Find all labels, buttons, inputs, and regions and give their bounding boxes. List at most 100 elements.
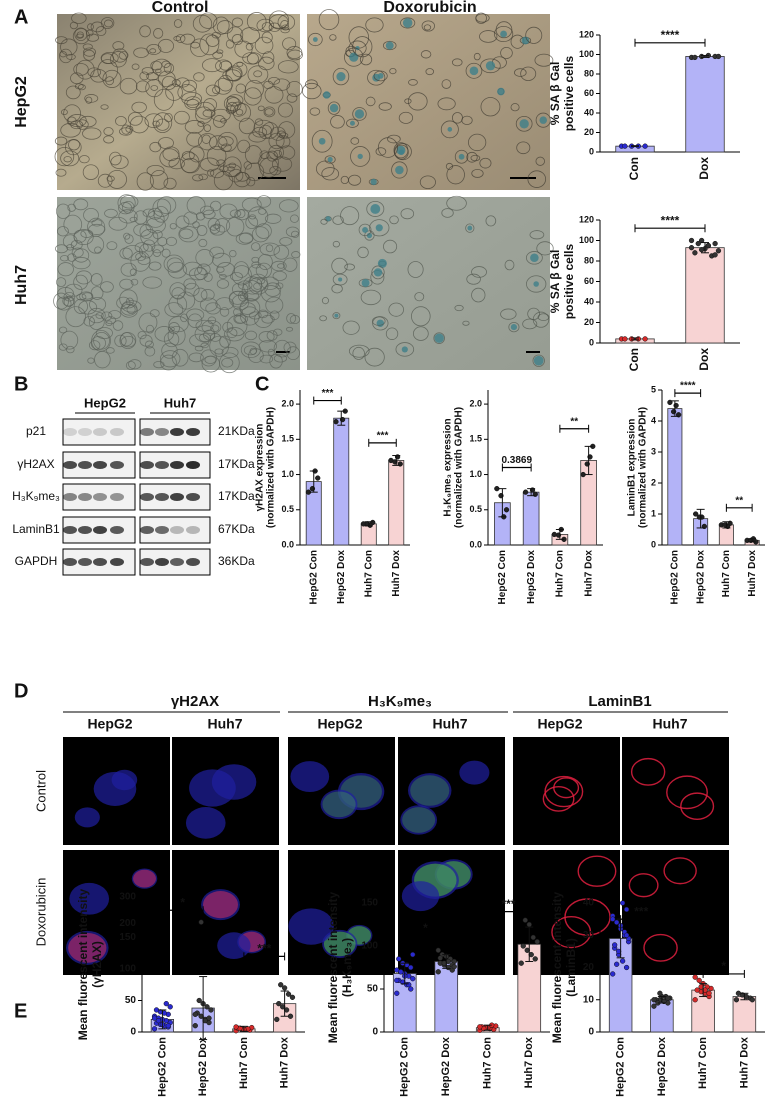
cell <box>178 226 199 243</box>
stain <box>467 225 473 231</box>
cell <box>212 16 230 35</box>
band <box>63 558 77 566</box>
cell <box>90 21 105 33</box>
y-axis-label: Mean fluorescent intensity <box>326 891 340 1043</box>
cell <box>192 221 200 228</box>
cell <box>200 349 218 367</box>
cell <box>135 80 150 93</box>
significance-label: *** <box>634 904 648 918</box>
cell <box>210 200 222 212</box>
significance-label: *** <box>257 942 271 956</box>
y-tick-label: 120 <box>579 214 594 224</box>
data-point <box>165 1023 171 1029</box>
band <box>93 493 107 501</box>
cell <box>234 40 253 58</box>
cell <box>508 321 520 333</box>
cell <box>232 103 252 122</box>
cell <box>383 239 398 254</box>
cell <box>95 26 107 37</box>
data-point <box>394 977 400 984</box>
cell <box>308 32 323 47</box>
cell <box>411 306 431 327</box>
signal <box>323 931 356 957</box>
cell <box>200 289 215 301</box>
data-point <box>651 1003 657 1009</box>
cell <box>60 330 79 350</box>
data-point <box>396 956 402 962</box>
cell <box>200 205 215 216</box>
cell <box>145 217 166 234</box>
y-tick-label: 0.5 <box>469 504 482 514</box>
cell <box>168 316 189 333</box>
cell <box>446 165 465 185</box>
bar <box>667 408 683 546</box>
stain <box>376 319 385 328</box>
data-point <box>503 507 510 513</box>
y-axis-label: LaminB1 expression <box>627 419 638 517</box>
cell <box>110 51 127 68</box>
nucleus <box>401 881 440 912</box>
cell <box>213 115 226 128</box>
y-tick-label: 20 <box>583 962 595 973</box>
cell <box>149 48 157 54</box>
data-point <box>410 951 416 958</box>
cell <box>150 85 159 91</box>
panel-label: B <box>14 373 28 395</box>
cell <box>525 26 543 44</box>
nucleus <box>217 932 251 960</box>
data-point <box>614 961 620 967</box>
x-tick-label: HepG2 Dox <box>695 550 706 604</box>
cell <box>66 345 75 354</box>
cell <box>97 173 113 188</box>
cell <box>241 197 262 212</box>
significance-label: ** <box>570 416 578 427</box>
cell <box>277 102 293 118</box>
data-point <box>628 336 635 342</box>
cell <box>229 249 237 258</box>
stain <box>434 333 444 343</box>
cell <box>107 169 127 189</box>
bar <box>388 460 405 546</box>
nucleus <box>111 769 138 791</box>
band <box>93 428 107 436</box>
y-tick-label: 3 <box>651 446 656 456</box>
cell <box>378 102 392 111</box>
cell <box>286 313 297 324</box>
stain <box>395 165 404 175</box>
cell <box>265 296 284 314</box>
stain <box>362 226 369 233</box>
cell <box>209 224 226 236</box>
cell <box>454 149 469 164</box>
cell <box>108 310 122 320</box>
stain <box>533 281 539 287</box>
cell <box>357 246 369 259</box>
cell <box>184 120 205 134</box>
cell <box>200 342 209 349</box>
cell <box>197 120 205 127</box>
cell <box>101 53 115 65</box>
data-point <box>698 247 705 253</box>
cell <box>389 215 399 225</box>
cell <box>167 325 186 346</box>
band <box>110 526 124 534</box>
band <box>63 428 77 436</box>
stain <box>533 355 544 366</box>
cell <box>358 278 373 288</box>
cell <box>163 177 177 190</box>
y-tick-label: 150 <box>361 898 378 909</box>
cell <box>534 53 554 67</box>
cell <box>171 348 189 367</box>
band <box>78 558 92 566</box>
cell <box>75 270 92 285</box>
micrograph <box>307 14 550 190</box>
x-tick-label: Huh7 Con <box>697 1037 709 1089</box>
data-point <box>151 1015 158 1021</box>
band <box>186 461 200 469</box>
cell <box>255 223 272 239</box>
cell <box>84 94 99 103</box>
significance-label: **** <box>661 213 680 227</box>
x-tick-label: HepG2 Con <box>308 550 319 604</box>
nucleus <box>666 775 708 810</box>
cell <box>259 242 281 256</box>
cell <box>485 215 497 227</box>
